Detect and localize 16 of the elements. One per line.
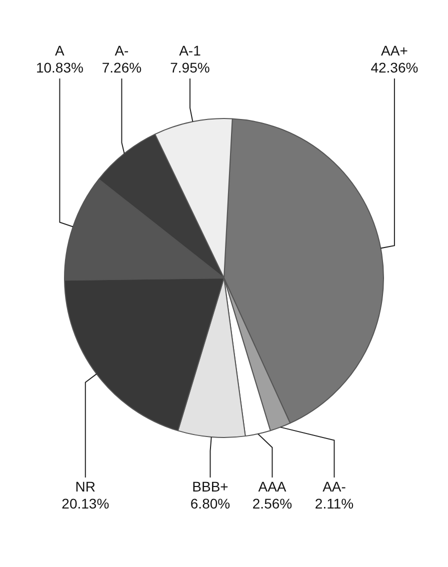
data-label: 7.95% [170,59,210,76]
slice-label: AAA [258,478,287,494]
slice-label: AA- [322,478,346,494]
slice-label: NR [75,478,96,494]
data-label: 10.83% [36,59,84,76]
data-label: 2.11% [314,495,354,512]
data-label: 6.80% [190,495,230,512]
slice-label: AA+ [381,42,408,58]
data-label: 7.26% [102,59,142,76]
slice-label: BBB+ [192,478,228,494]
data-label: 20.13% [62,495,110,512]
slice-label: A-1 [179,42,202,58]
data-label: 2.56% [252,495,292,512]
slice-label: A [55,42,66,58]
slice-label: A- [114,42,130,58]
data-label: 42.36% [370,59,418,76]
